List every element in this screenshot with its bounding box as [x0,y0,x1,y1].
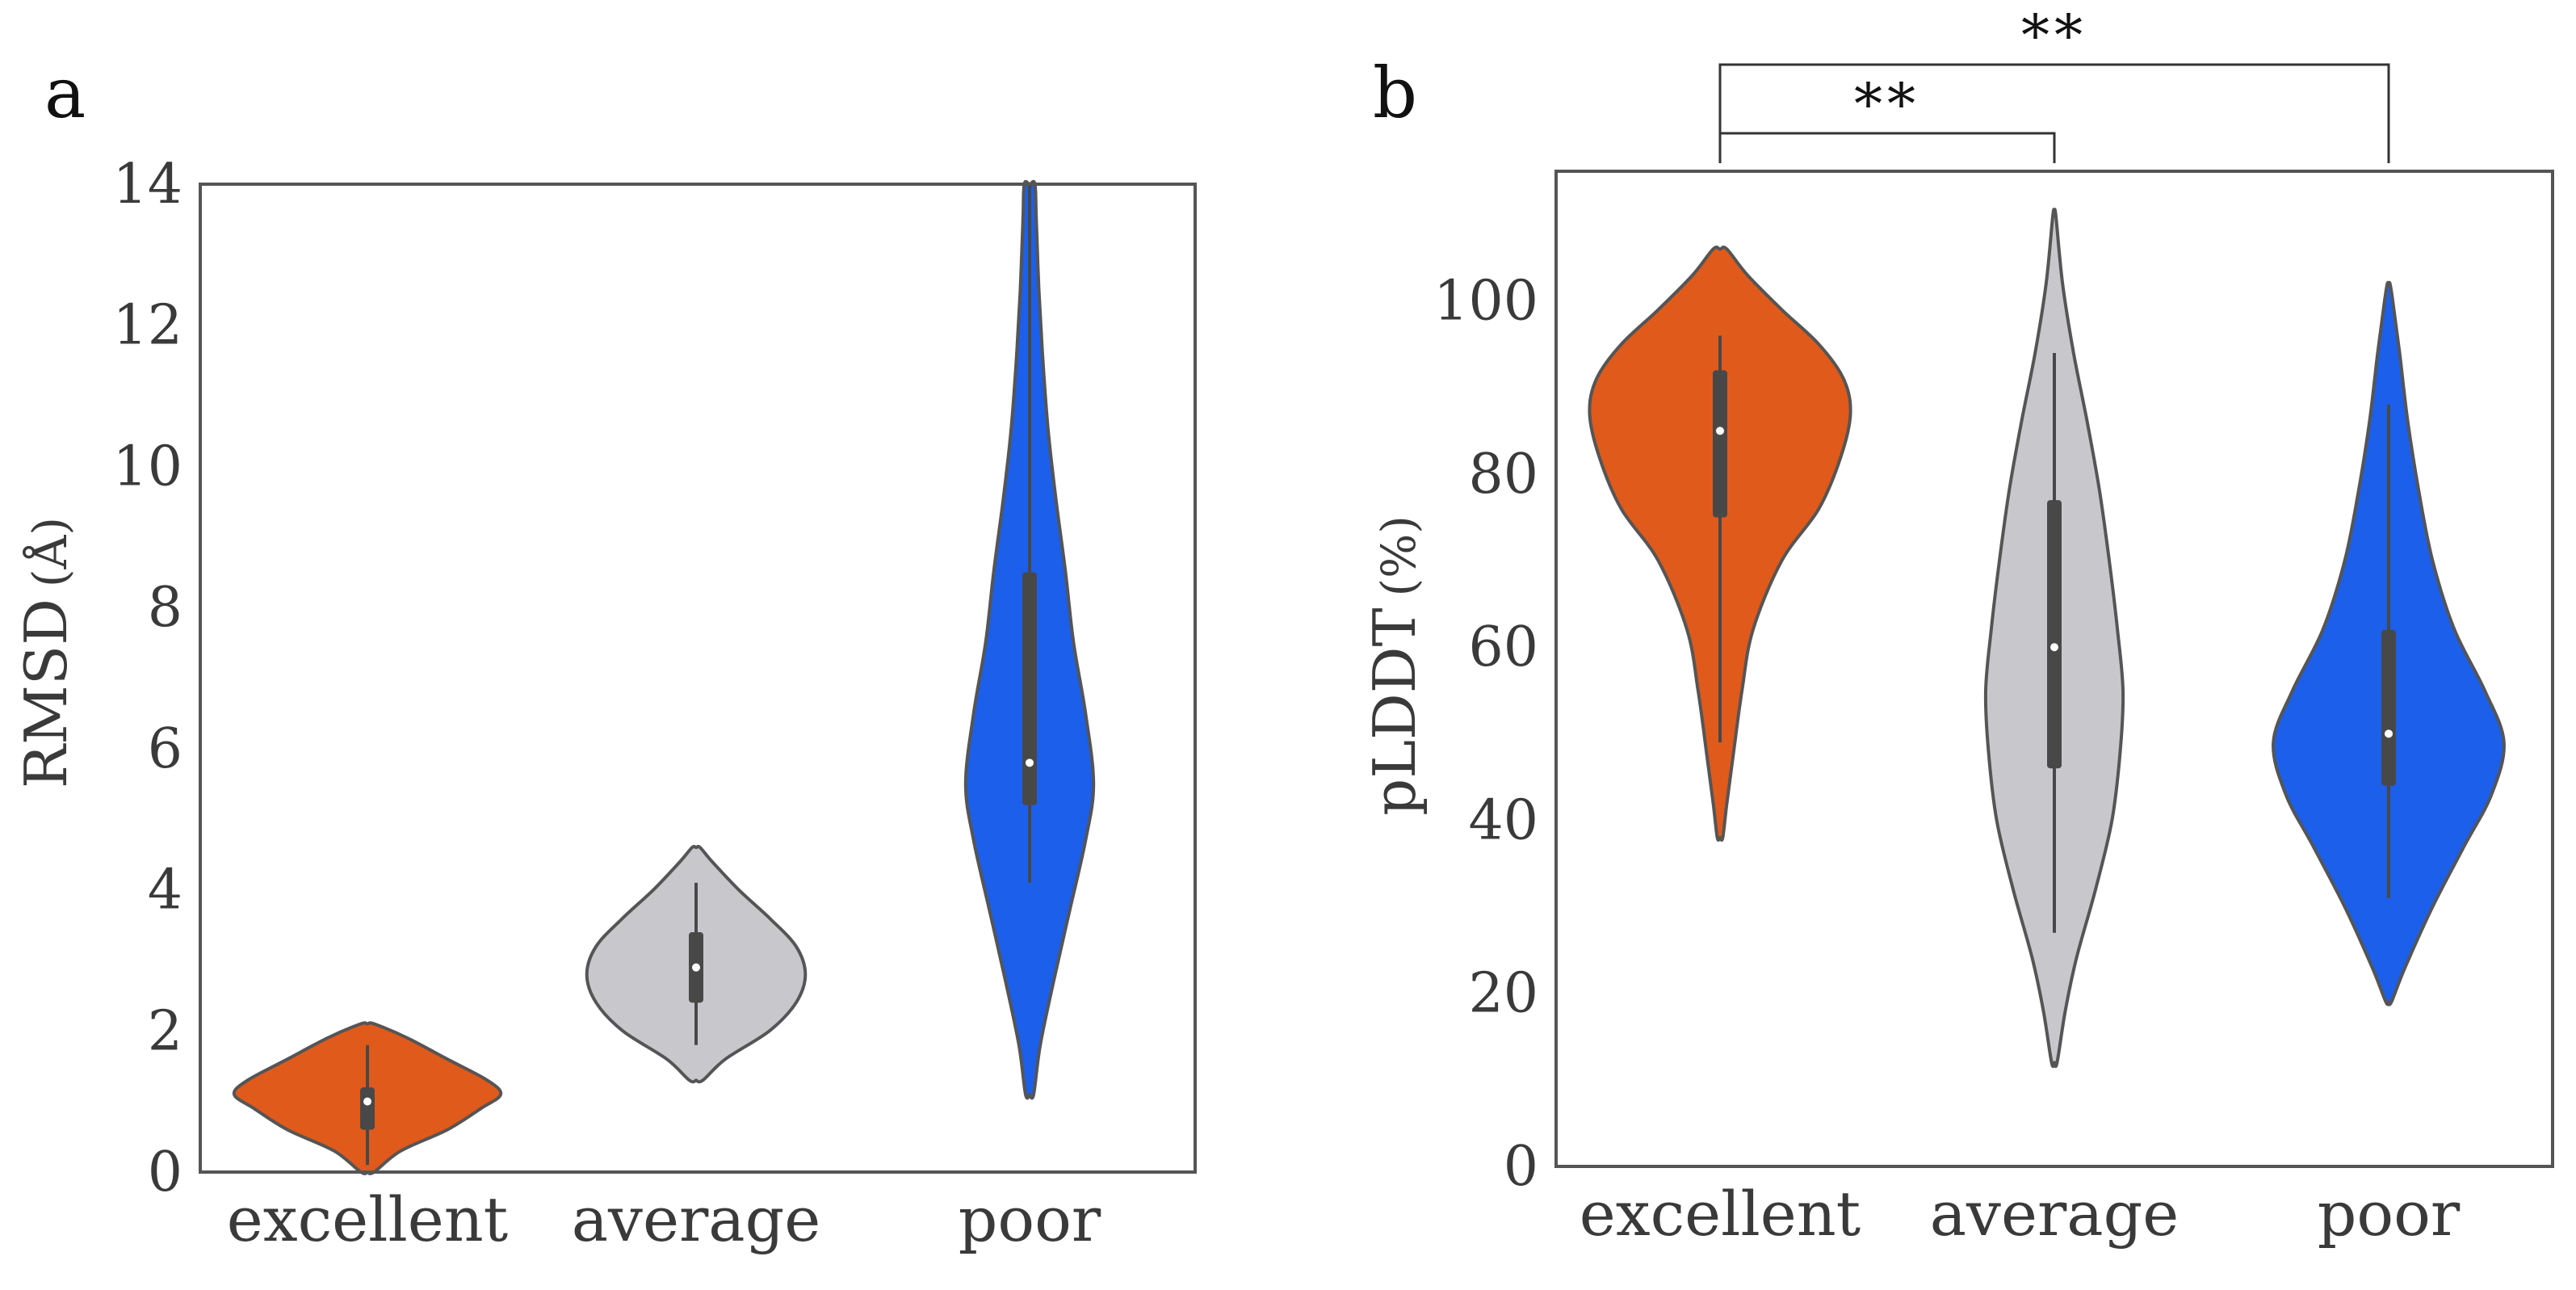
significance-bracket [1718,132,2056,163]
panel-b: b pLDDT (%) 0 20 40 60 80 100 excellent average… [1361,2,2554,1250]
y-tick-label: 0 [148,1141,183,1204]
panel-a-ylabel-unit: (Å) [23,517,78,587]
y-tick-label: 10 [112,435,183,498]
x-category-label: excellent [1580,1178,1861,1250]
x-category-label: poor [959,1183,1101,1255]
panel-b-ylabel-text: pLDDT [1361,607,1429,815]
svg-text:pLDDT(%): pLDDT (%) [1361,515,1429,816]
panel-a-ylabel-text: RMSD [12,599,80,788]
y-tick-label: 14 [112,153,183,216]
panel-a-letter: a [44,53,86,134]
panel-b-letter: b [1373,53,1417,134]
y-tick-label: 2 [148,999,183,1063]
x-category-label: average [1930,1178,2180,1250]
panel-a-y-ticks: 0 2 4 6 8 10 12 14 [112,153,183,1204]
significance-bracket [1718,63,2390,163]
panel-a-x-ticks: excellent average poor [227,1183,1101,1255]
x-category-label: poor [2318,1178,2461,1250]
y-tick-label: 8 [148,576,183,640]
panel-a: a RMSD (Å) 0 2 4 6 8 10 12 14 excellent average po… [12,53,1197,1255]
panel-a-frame [199,183,1197,1174]
y-tick-label: 20 [1468,962,1538,1026]
significance-label: ** [2021,2,2087,69]
panel-b-violins [1588,208,2506,1069]
panel-b-ylabel: pLDDT (%) [1361,515,1429,816]
svg-text:RMSD(Å): RMSD (Å) [12,517,80,788]
y-tick-label: 0 [1504,1135,1538,1199]
median-dot-average [2050,643,2058,652]
panel-b-y-ticks: 0 20 40 60 80 100 [1433,270,1538,1199]
panel-b-significance: ** ** [1718,2,2390,163]
y-tick-label: 60 [1468,616,1538,679]
y-tick-label: 12 [112,294,183,358]
median-dot-excellent [363,1097,371,1106]
panel-b-x-ticks: excellent average poor [1580,1178,2461,1250]
iqr-box-poor [1022,572,1037,805]
panel-b-ylabel-unit: (%) [1371,515,1426,596]
significance-label: ** [1854,71,1920,137]
iqr-box-poor [2381,629,2396,786]
x-category-label: excellent [227,1183,508,1255]
y-tick-label: 6 [148,717,183,781]
iqr-box-average [2047,500,2062,769]
median-dot-average [692,963,700,972]
panel-b-frame [1554,170,2554,1168]
y-tick-label: 80 [1468,443,1538,506]
y-tick-label: 4 [148,859,183,922]
x-category-label: average [572,1183,821,1255]
iqr-box-excellent [360,1087,375,1130]
iqr-box-excellent [1713,370,1727,518]
median-dot-poor [2385,729,2393,738]
median-dot-excellent [1716,426,1724,435]
y-tick-label: 40 [1468,788,1538,852]
median-dot-poor [1026,758,1034,767]
panel-a-ylabel: RMSD (Å) [12,517,80,788]
y-tick-label: 100 [1433,270,1538,334]
panel-a-violins [232,179,1096,1175]
